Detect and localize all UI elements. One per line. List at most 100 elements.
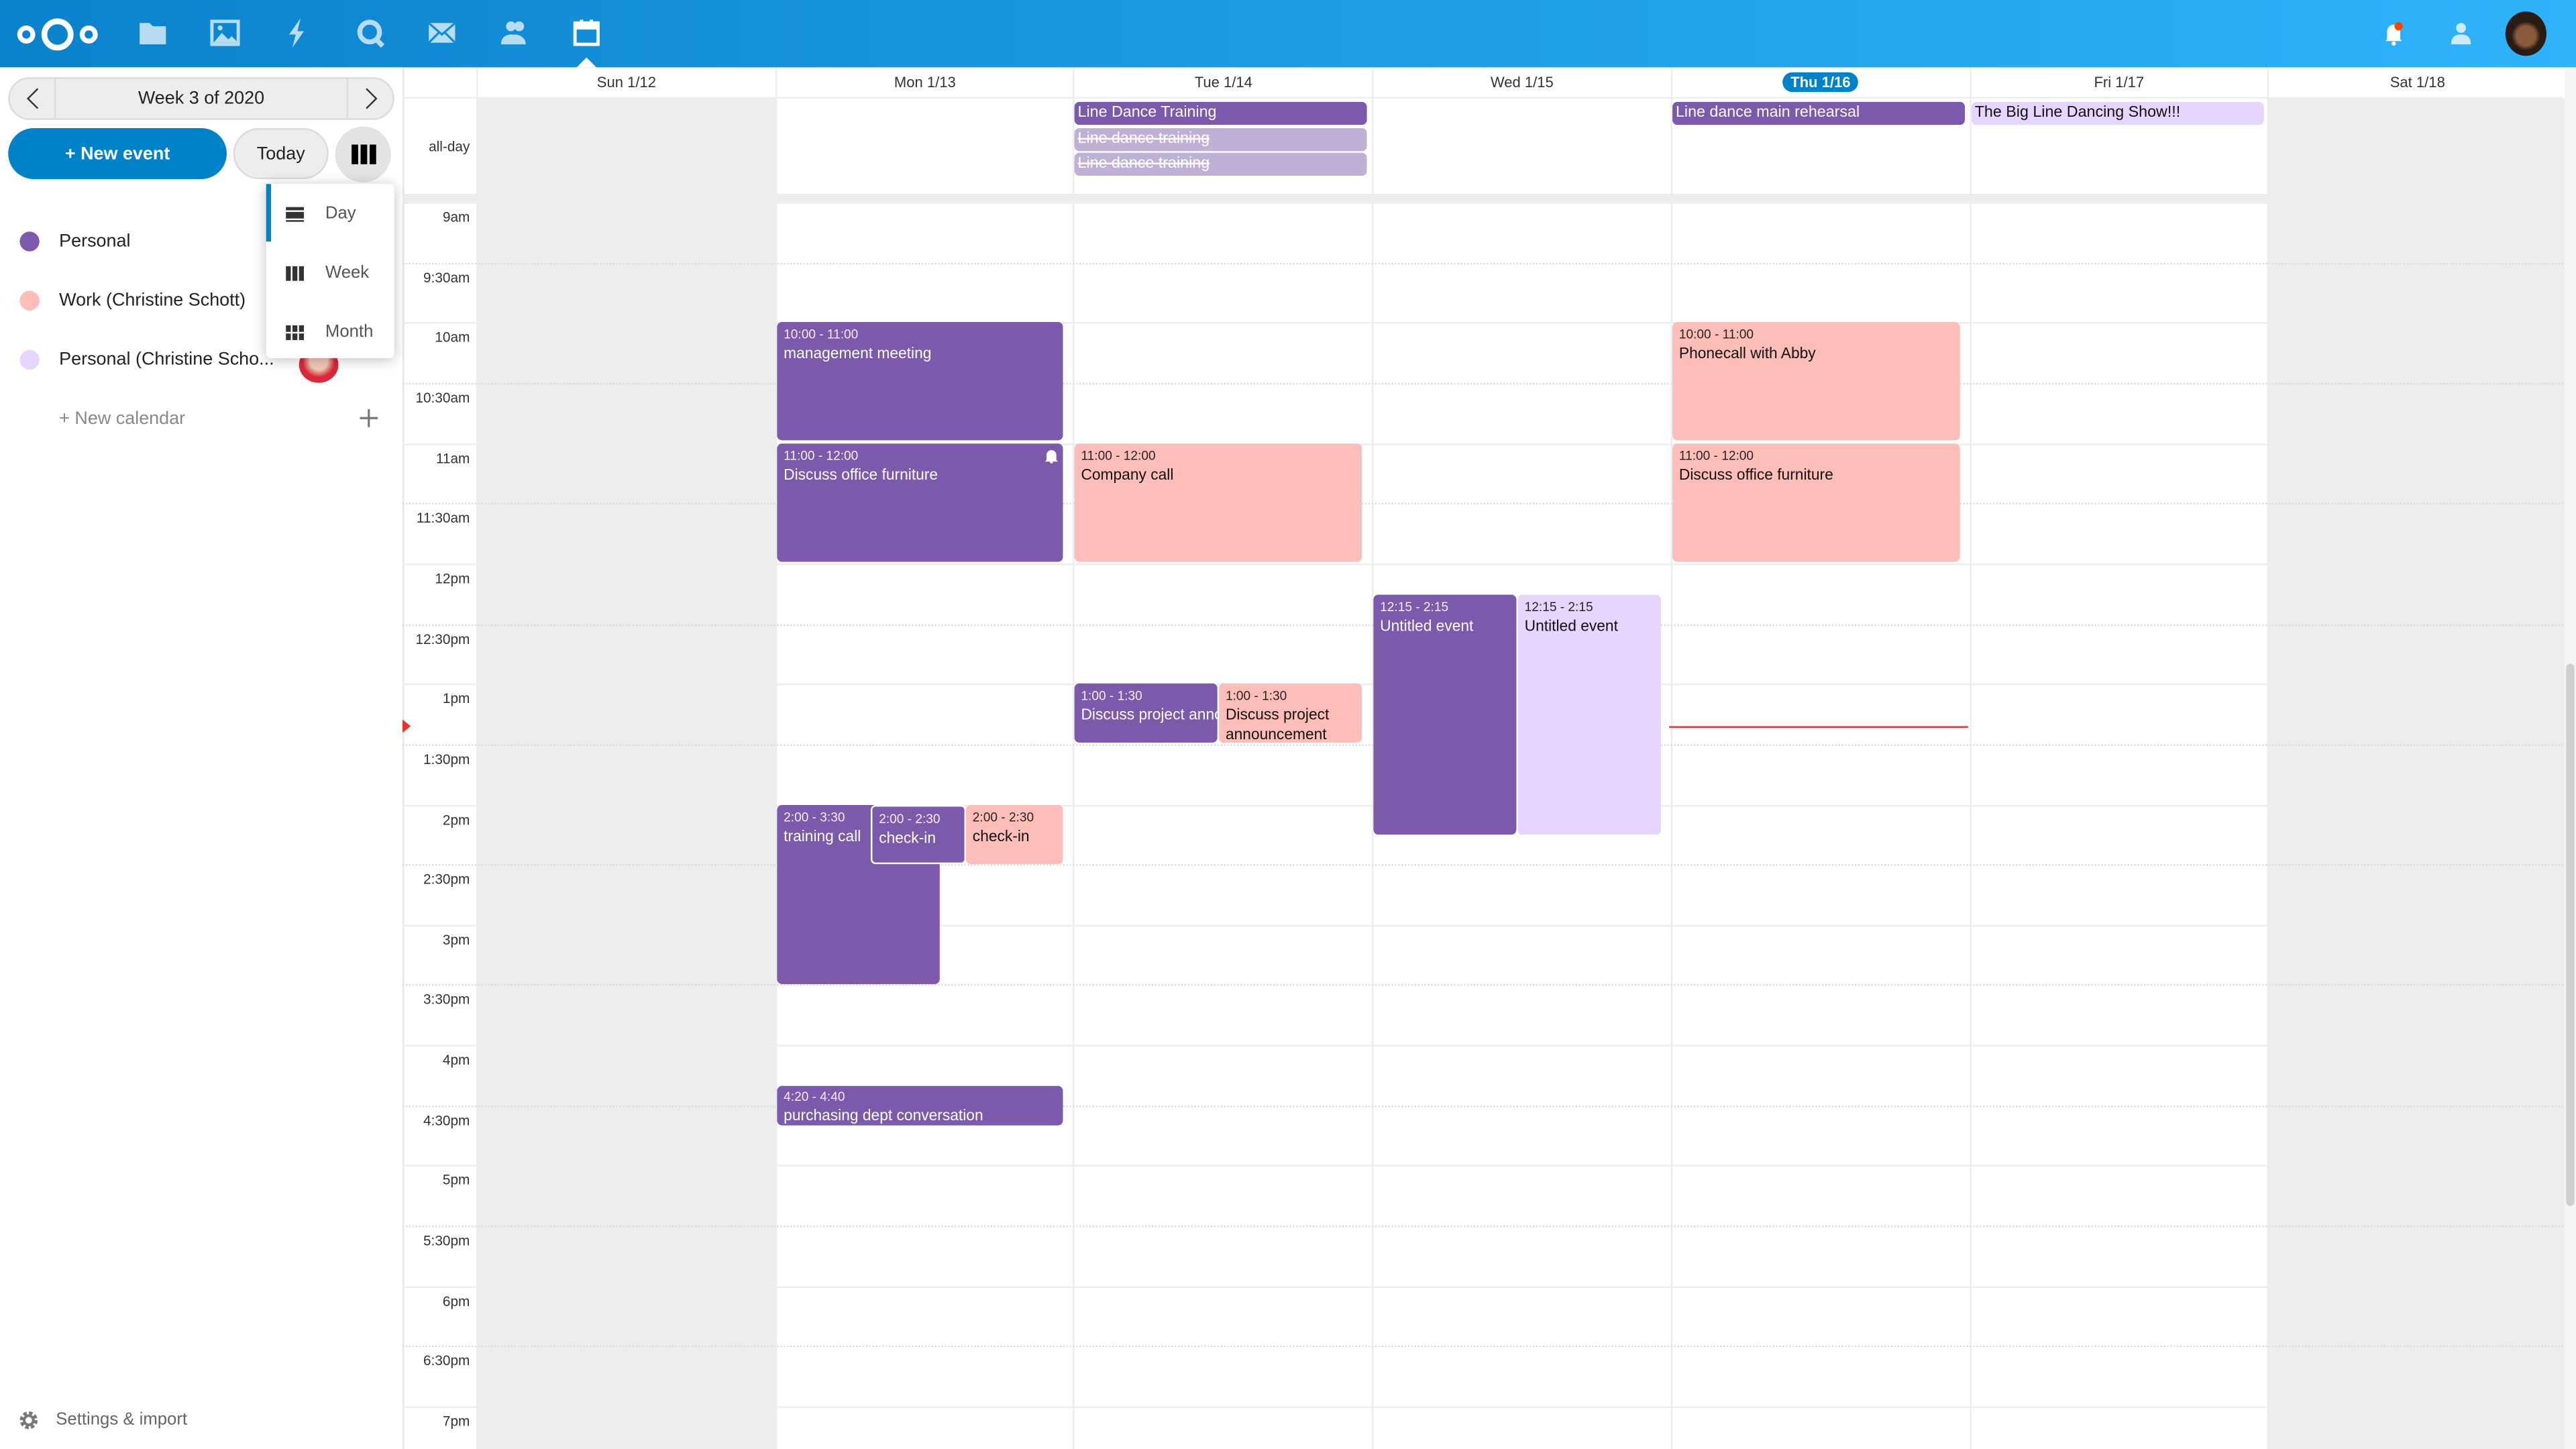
chevron-right-icon [365, 88, 377, 109]
event[interactable]: 11:00 - 12:00 Discuss office furniture [777, 443, 1063, 562]
grid-line [402, 985, 2563, 987]
allday-event[interactable]: Line Dance Training [1074, 101, 1367, 125]
time-label: 2pm [442, 810, 470, 828]
day-column[interactable] [1073, 98, 1372, 1449]
next-week-button[interactable] [346, 78, 393, 119]
talk-icon[interactable] [354, 16, 386, 49]
contacts-menu-icon[interactable] [2447, 19, 2473, 46]
calendar-color-dot[interactable] [19, 231, 40, 252]
grid-line [402, 563, 2563, 566]
event-time: 1:00 - 1:30 [1081, 688, 1142, 704]
view-menu-item-week[interactable]: Week [266, 243, 394, 302]
settings-import-button[interactable]: Settings & import [0, 1390, 402, 1449]
calendar-item-work[interactable]: Work (Christine Schott) [0, 271, 402, 330]
time-label: 9am [442, 209, 470, 225]
day-column[interactable] [2267, 98, 2567, 1449]
scrollbar-track[interactable] [2564, 67, 2576, 1449]
calendar-name: Work (Christine Schott) [59, 290, 246, 311]
grid-line [402, 1406, 2563, 1408]
contacts-icon[interactable] [498, 16, 531, 49]
day-column[interactable] [1670, 98, 1969, 1449]
time-label: 10:30am [415, 389, 470, 406]
day-header[interactable]: Tue 1/14 [1073, 67, 1372, 97]
now-indicator-line [1669, 726, 1968, 728]
calendar-item-personal[interactable]: Personal [0, 212, 402, 271]
event[interactable]: 4:20 - 4:40 purchasing dept conversation [777, 1085, 1063, 1126]
grid-line [402, 864, 2563, 866]
day-column[interactable] [1969, 98, 2267, 1449]
day-header[interactable]: Thu 1/16 [1670, 67, 1969, 97]
allday-event[interactable]: The Big Line Dancing Show!!! [1971, 101, 2264, 125]
week-label[interactable]: Week 3 of 2020 [138, 89, 265, 109]
grid-line [402, 443, 2563, 445]
event-time: 11:00 - 12:00 [784, 448, 859, 464]
settings-label: Settings & import [56, 1409, 188, 1430]
today-button[interactable]: Today [233, 128, 329, 179]
allday-event-cancelled[interactable]: Line dance training [1074, 128, 1367, 152]
week-view-icon [350, 144, 376, 164]
calendar-color-dot[interactable] [19, 350, 40, 370]
time-label: 12pm [435, 570, 470, 587]
day-header[interactable]: Sun 1/12 [476, 67, 775, 97]
day-header-label: Mon 1/13 [894, 74, 956, 91]
event[interactable]: 10:00 - 11:00 management meeting [777, 322, 1063, 441]
event-time: 11:00 - 12:00 [1081, 448, 1156, 464]
event[interactable]: 2:00 - 2:30 check-in [966, 805, 1063, 865]
event-time: 10:00 - 11:00 [784, 327, 859, 342]
activity-icon[interactable] [281, 16, 314, 49]
grid-line [402, 202, 2563, 204]
new-calendar-label: + New calendar [59, 409, 186, 429]
photos-icon[interactable] [209, 16, 241, 49]
event-title: Discuss office furniture [1678, 466, 1833, 484]
grid-line [402, 1044, 2563, 1047]
day-header-label: Fri 1/17 [2094, 74, 2145, 91]
event[interactable]: 12:15 - 2:15 Untitled event [1516, 594, 1661, 835]
event-title: Company call [1081, 466, 1174, 484]
week-grid: Sun 1/12 Mon 1/13 Tue 1/14 Wed 1/15 Thu 1/16… [402, 67, 2576, 1449]
time-label: 2:30pm [423, 871, 470, 888]
view-switcher-button[interactable] [335, 126, 391, 182]
event[interactable]: 12:15 - 2:15 Untitled event [1373, 594, 1517, 835]
event[interactable]: 10:00 - 11:00 Phonecall with Abby [1672, 322, 1960, 441]
new-calendar-button[interactable]: + New calendar [0, 389, 402, 448]
day-header[interactable]: Mon 1/13 [775, 67, 1073, 97]
allday-event[interactable]: Line dance main rehearsal [1672, 101, 1966, 125]
event[interactable]: 11:00 - 12:00 Company call [1074, 443, 1362, 562]
new-event-button[interactable]: + New event [8, 128, 227, 179]
view-menu-item-month[interactable]: Month [266, 303, 394, 362]
view-menu-item-day[interactable]: Day [266, 184, 394, 243]
event[interactable]: 2:00 - 2:30 check-in [870, 805, 967, 865]
time-label: 4:30pm [423, 1112, 470, 1128]
day-column[interactable] [775, 98, 1073, 1449]
allday-separator [402, 193, 2563, 203]
files-icon[interactable] [136, 16, 169, 49]
calendar-icon[interactable] [570, 16, 603, 49]
event-title: purchasing dept conversation [784, 1107, 983, 1124]
event[interactable]: 1:00 - 1:30 Discuss project announcement [1217, 683, 1362, 743]
day-column[interactable] [1372, 98, 1670, 1449]
scrollbar-thumb[interactable] [2566, 663, 2575, 1206]
mail-icon[interactable] [425, 16, 458, 49]
day-column[interactable] [476, 98, 775, 1449]
plus-icon[interactable] [360, 409, 378, 427]
event-time: 1:00 - 1:30 [1225, 688, 1287, 704]
chevron-left-icon [25, 88, 38, 109]
day-header[interactable]: Sat 1/18 [2267, 67, 2566, 97]
grid-line [402, 1226, 2563, 1228]
gear-icon [19, 1410, 38, 1429]
user-avatar[interactable] [2505, 11, 2546, 56]
calendar-name: Personal (Christine Scho... [59, 350, 274, 370]
time-label: 12:30pm [415, 630, 470, 647]
notifications-icon[interactable] [2382, 19, 2405, 46]
event-title: Phonecall with Abby [1678, 345, 1816, 362]
calendar-color-dot[interactable] [19, 290, 40, 311]
nextcloud-logo-icon[interactable] [16, 16, 98, 52]
event-title: Discuss project announcement [1225, 706, 1330, 743]
day-header[interactable]: Wed 1/15 [1372, 67, 1670, 97]
event[interactable]: 11:00 - 12:00 Discuss office furniture [1672, 443, 1960, 562]
day-header[interactable]: Fri 1/17 [1969, 67, 2267, 97]
allday-event-cancelled[interactable]: Line dance training [1074, 152, 1367, 176]
time-label: 4pm [442, 1051, 470, 1069]
event[interactable]: 1:00 - 1:30 Discuss project announcement [1074, 683, 1218, 743]
previous-week-button[interactable] [10, 78, 56, 119]
